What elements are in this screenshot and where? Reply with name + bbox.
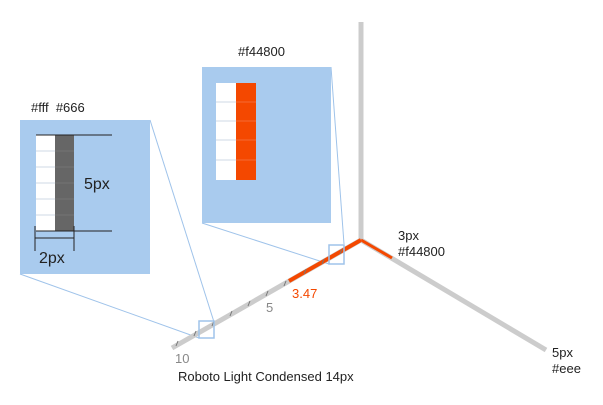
zoom-connectors <box>19 66 345 339</box>
tick-mark <box>265 290 269 297</box>
left-axis-accent <box>288 238 362 283</box>
width-measure-label: 2px <box>39 250 65 267</box>
gray-stroke-color-label: #eee <box>552 361 581 376</box>
left-panel-color-label: #fff #666 <box>31 100 85 115</box>
segment-grid-lines <box>36 150 55 216</box>
tick-mark <box>193 330 197 337</box>
tick-label-5: 5 <box>266 300 273 315</box>
left-zoom-indicator[interactable] <box>198 320 215 339</box>
accent-stroke-color-label: #f44800 <box>398 244 445 259</box>
right-zoom-connector-top <box>330 66 345 245</box>
width-measure-bracket <box>34 226 75 251</box>
font-note-label: Roboto Light Condensed 14px <box>178 369 354 384</box>
left-zoom-panel: 5px 2px <box>20 120 150 274</box>
accent-grid-lines <box>236 101 256 161</box>
right-zoom-indicator[interactable] <box>328 244 345 265</box>
height-measure-label: 5px <box>84 176 110 193</box>
tick-mark <box>303 268 307 275</box>
gray-stroke-size-label: 5px <box>552 345 573 360</box>
left-zoom-connector-top <box>149 119 215 323</box>
right-zoom-connector-bottom <box>201 222 330 265</box>
tick-mark <box>175 340 179 347</box>
accent-stroke-size-label: 3px <box>398 228 419 243</box>
segment-grid-lines <box>216 101 236 161</box>
white-segment <box>216 83 236 180</box>
tick-mark <box>339 248 343 255</box>
dark-grid-lines <box>55 150 74 216</box>
accent-segment <box>236 83 256 180</box>
axes <box>170 22 548 353</box>
tick-marks <box>175 248 343 347</box>
right-axis-accent <box>360 238 393 260</box>
tick-label-10: 10 <box>175 351 189 366</box>
tick-mark <box>321 258 325 265</box>
tick-mark <box>247 300 251 307</box>
right-panel-color-label: #f44800 <box>238 44 285 59</box>
tick-mark <box>283 280 287 287</box>
right-axis <box>359 237 548 353</box>
right-zoom-panel <box>202 67 331 223</box>
tick-mark <box>229 310 233 317</box>
tick-label-value: 3.47 <box>292 286 317 301</box>
left-zoom-connector-bottom <box>19 273 200 339</box>
